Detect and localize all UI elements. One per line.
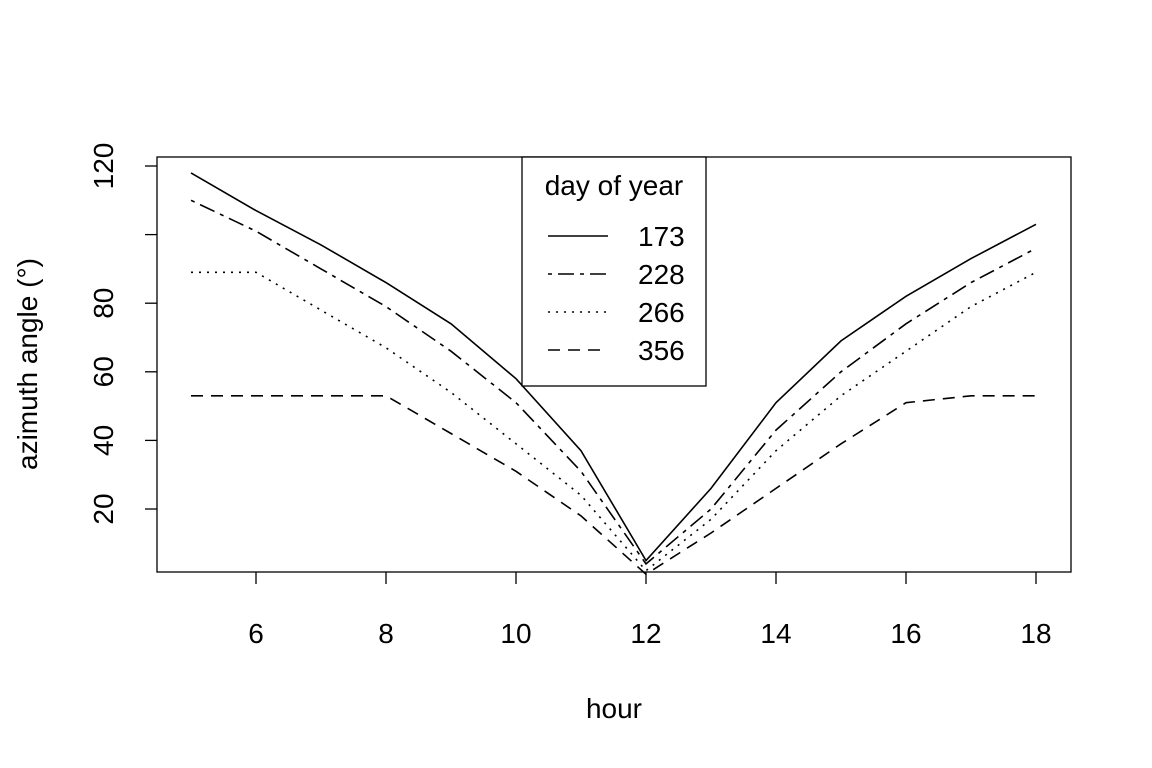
x-tick-label: 18 bbox=[1020, 618, 1051, 649]
series-line-266 bbox=[191, 271, 1037, 572]
legend-title: day of year bbox=[545, 170, 684, 201]
y-tick-label: 40 bbox=[88, 425, 119, 456]
y-axis-title: azimuth angle (°) bbox=[12, 258, 43, 470]
x-axis-title: hour bbox=[586, 693, 642, 724]
series-line-228 bbox=[190, 199, 1037, 566]
y-tick-label: 80 bbox=[88, 288, 119, 319]
series-line-173 bbox=[190, 172, 1037, 562]
y-tick-label: 20 bbox=[88, 493, 119, 524]
legend-label: 266 bbox=[638, 297, 685, 328]
x-tick-label: 10 bbox=[500, 618, 531, 649]
x-tick-label: 16 bbox=[890, 618, 921, 649]
legend-label: 228 bbox=[638, 259, 685, 290]
y-axis: 20 40 60 80 120 bbox=[88, 143, 157, 525]
x-tick-label: 6 bbox=[248, 618, 264, 649]
series-line-356 bbox=[191, 394, 1036, 576]
legend-items: 173 228 266 356 bbox=[548, 221, 685, 366]
legend-label: 356 bbox=[638, 335, 685, 366]
x-axis: 6 8 10 12 14 16 18 bbox=[248, 572, 1052, 649]
legend: day of year 173 228 266 356 bbox=[521, 156, 707, 387]
x-tick-label: 12 bbox=[630, 618, 661, 649]
legend-label: 173 bbox=[638, 221, 685, 252]
legend-box bbox=[521, 156, 707, 387]
x-tick-label: 8 bbox=[378, 618, 394, 649]
x-tick-label: 14 bbox=[760, 618, 791, 649]
y-tick-label: 120 bbox=[88, 143, 119, 190]
y-tick-label: 60 bbox=[88, 356, 119, 387]
series-lines bbox=[190, 172, 1037, 576]
